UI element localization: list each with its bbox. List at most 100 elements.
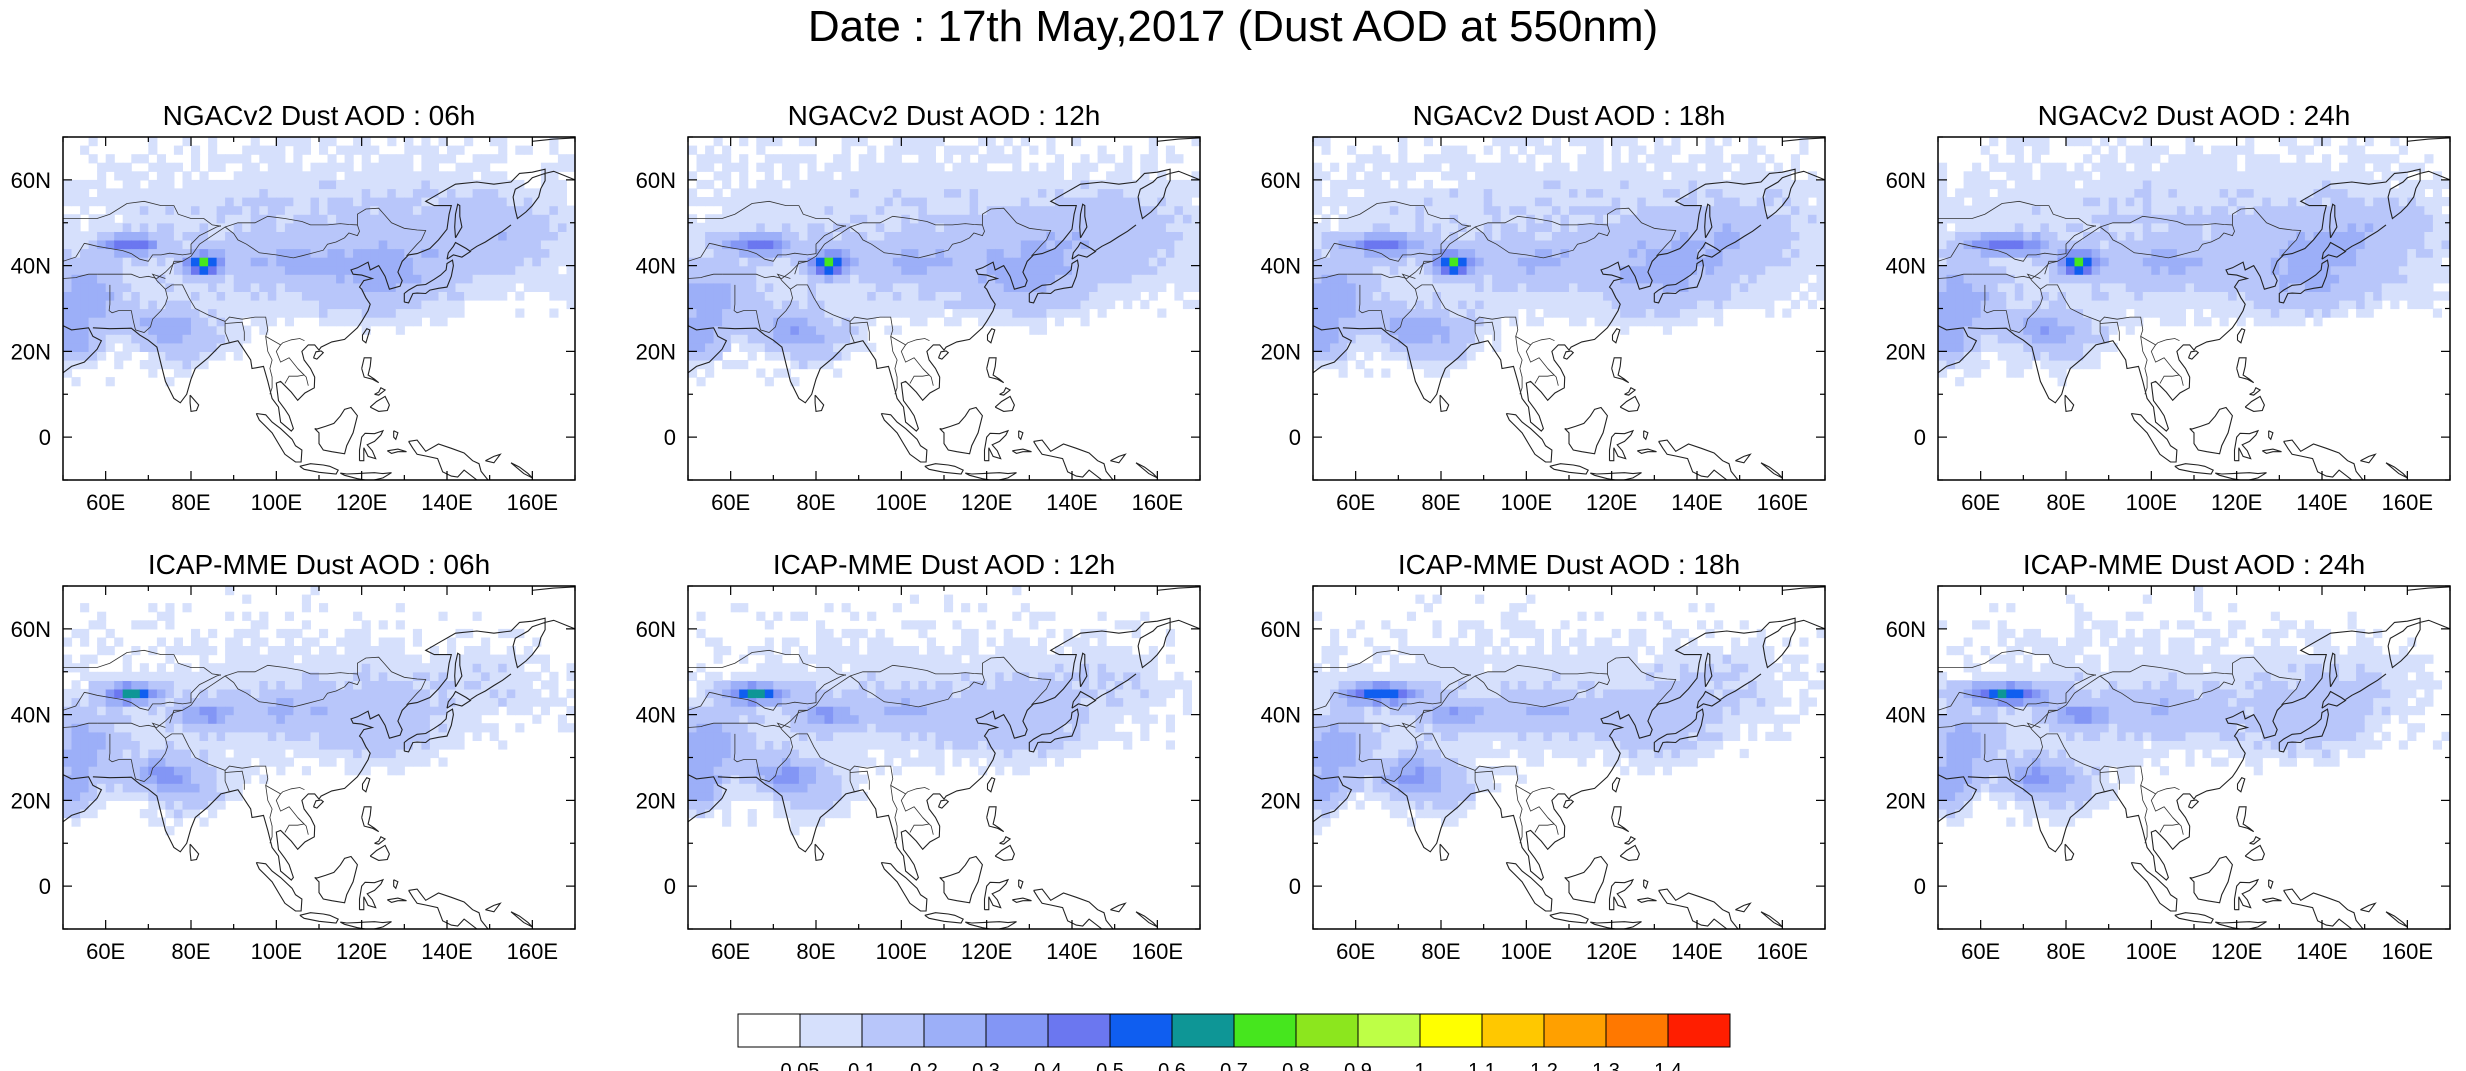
aod-cell [412, 171, 422, 181]
aod-cell [841, 171, 851, 181]
aod-cell [481, 154, 491, 164]
aod-cell [1347, 239, 1357, 250]
aod-cell [995, 282, 1005, 292]
aod-cell [969, 214, 979, 224]
aod-cell [412, 205, 422, 215]
aod-cell [361, 257, 371, 267]
aod-cell [1980, 325, 1990, 335]
aod-cell [1097, 214, 1107, 224]
aod-cell [1637, 222, 1647, 232]
aod-cell [1551, 145, 1561, 155]
aod-cell [764, 231, 774, 241]
coastlines [63, 137, 575, 480]
aod-cell [481, 248, 491, 258]
aod-cell [2168, 197, 2178, 207]
aod-cell [199, 291, 209, 301]
aod-cell [472, 282, 482, 292]
aod-cell [764, 222, 774, 232]
aod-cell [1037, 171, 1047, 181]
aod-cell [841, 308, 851, 318]
aod-cell [2194, 145, 2204, 155]
aod-cell [293, 282, 303, 292]
aod-cell [1620, 308, 1630, 318]
aod-cell [2202, 317, 2212, 327]
aod-cell [918, 257, 928, 267]
aod-cell [1671, 248, 1681, 258]
aod-cell [242, 257, 252, 267]
aod-cell [1054, 317, 1064, 327]
aod-cell [370, 179, 380, 190]
aod-cell [301, 265, 311, 275]
aod-cell [1174, 257, 1184, 267]
aod-cell [464, 291, 474, 301]
aod-cell [1765, 265, 1775, 275]
aod-cell [481, 205, 491, 215]
aod-cell [1338, 360, 1348, 370]
aod-cell [1191, 248, 1200, 258]
aod-cell [1697, 197, 1707, 207]
aod-cell [472, 239, 482, 250]
aod-cell [165, 291, 175, 301]
lon-tick-label: 140E [421, 490, 472, 515]
aod-cell [523, 265, 533, 275]
aod-cell [1577, 137, 1587, 147]
aod-cell [1586, 257, 1596, 267]
aod-cell [1577, 299, 1587, 310]
aod-cell [404, 162, 414, 172]
aod-cell [1338, 342, 1348, 352]
aod-cell [63, 308, 73, 318]
aod-cell [909, 248, 919, 258]
aod-cell [1029, 145, 1039, 155]
aod-cell [1748, 257, 1758, 267]
aod-cell [2057, 334, 2067, 344]
aod-cell [1790, 197, 1800, 207]
aod-cell [489, 274, 499, 284]
aod-cell [2236, 171, 2246, 181]
aod-cell [2040, 342, 2050, 352]
aod-cell [1586, 282, 1596, 292]
aod-cell [1773, 222, 1783, 232]
aod-cell [412, 231, 422, 241]
aod-cell [447, 239, 457, 250]
aod-cell [1807, 257, 1817, 267]
aod-cell [438, 222, 448, 232]
aod-cell [730, 222, 740, 232]
aod-cell [764, 137, 774, 147]
aod-cell [1123, 231, 1133, 241]
aod-cell [80, 145, 90, 155]
aod-cell [1989, 291, 1999, 301]
aod-cell [1406, 171, 1416, 181]
aod-cell [378, 257, 388, 267]
aod-cell [1072, 257, 1082, 267]
aod-cell [336, 145, 346, 155]
aod-cell [216, 222, 226, 232]
aod-cell [455, 171, 465, 181]
aod-cell [1432, 368, 1442, 378]
aod-cell [1415, 274, 1425, 284]
aod-cell [722, 257, 732, 267]
aod-cell [816, 334, 826, 344]
aod-cell [747, 342, 757, 352]
aod-cell [225, 188, 235, 198]
aod-cell [250, 197, 260, 207]
aod-cell [2262, 317, 2272, 327]
aod-cell [2117, 205, 2127, 215]
aod-cell [2253, 179, 2263, 190]
aod-cell [148, 197, 158, 207]
aod-cell [1029, 239, 1039, 250]
aod-cell [259, 188, 269, 198]
aod-cell [2031, 257, 2041, 267]
aod-cell [1364, 265, 1374, 275]
coastline [1760, 462, 1783, 479]
aod-cell [1364, 257, 1374, 267]
aod-cell [208, 239, 218, 250]
aod-cell [747, 257, 757, 267]
aod-cell [2279, 299, 2289, 310]
aod-cell [2211, 231, 2221, 241]
aod-cell [472, 248, 482, 258]
aod-cell [1381, 239, 1391, 250]
aod-cell [1543, 231, 1553, 241]
aod-cell [1739, 222, 1749, 232]
aod-cell [2023, 197, 2033, 207]
aod-cell [798, 248, 808, 258]
